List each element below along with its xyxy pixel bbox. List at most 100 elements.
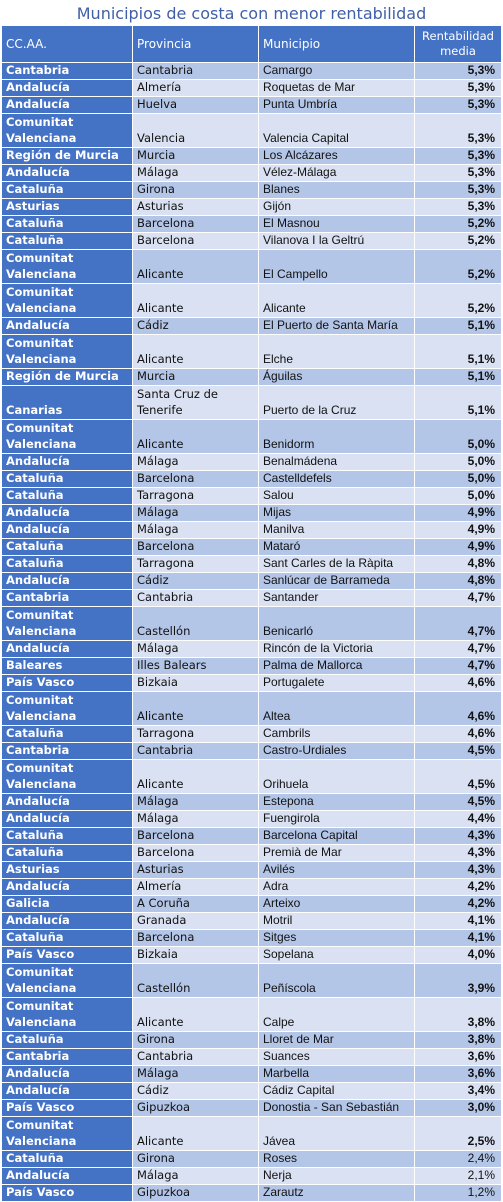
table-row: País Vasco Bizkaia Sopelana 4,0% <box>2 947 501 964</box>
cell-municipio: Vilanova I la Geltrú <box>259 233 415 249</box>
cell-rentabilidad: 3,8% <box>415 1032 501 1048</box>
cell-municipio: Avilés <box>259 862 415 878</box>
cell-rentabilidad: 4,2% <box>415 896 501 912</box>
cell-rentabilidad: 4,3% <box>415 862 501 878</box>
cell-rentabilidad: 5,0% <box>415 471 501 487</box>
table-row: Comunitat Valenciana Alicante El Campello 5… <box>2 250 501 284</box>
cell-ccaa: Cantabria <box>2 590 133 606</box>
cell-rentabilidad: 4,6% <box>415 675 501 691</box>
cell-rentabilidad: 5,3% <box>415 114 501 147</box>
cell-municipio: Lloret de Mar <box>259 1032 415 1048</box>
cell-municipio: El Puerto de Santa María <box>259 318 415 334</box>
cell-rentabilidad: 5,3% <box>415 97 501 113</box>
cell-municipio: Fuengirola <box>259 811 415 827</box>
cell-ccaa: Comunitat Valenciana <box>2 998 133 1031</box>
cell-ccaa: Cataluña <box>2 845 133 861</box>
table-row: Cataluña Girona Lloret de Mar 3,8% <box>2 1032 501 1049</box>
cell-ccaa: Cataluña <box>2 828 133 844</box>
cell-ccaa: Comunitat Valenciana <box>2 964 133 997</box>
cell-municipio: Adra <box>259 879 415 895</box>
table-row: Región de Murcia Murcia Águilas 5,1% <box>2 369 501 386</box>
cell-rentabilidad: 4,9% <box>415 505 501 521</box>
cell-rentabilidad: 5,1% <box>415 386 501 419</box>
cell-provincia: Alicante <box>133 692 259 725</box>
cell-ccaa: Andalucía <box>2 165 133 181</box>
cell-provincia: Málaga <box>133 522 259 538</box>
cell-ccaa: Andalucía <box>2 522 133 538</box>
cell-provincia: Alicante <box>133 284 259 317</box>
cell-provincia: Castellón <box>133 964 259 997</box>
cell-provincia: Málaga <box>133 454 259 470</box>
cell-rentabilidad: 2,5% <box>415 1117 501 1150</box>
cell-provincia: Gipuzkoa <box>133 1100 259 1116</box>
cell-municipio: Barcelona Capital <box>259 828 415 844</box>
cell-rentabilidad: 3,9% <box>415 964 501 997</box>
table-row: Andalucía Málaga Vélez-Málaga 5,3% <box>2 165 501 182</box>
table-row: Comunitat Valenciana Alicante Orihuela 4,5% <box>2 760 501 794</box>
cell-provincia: Castellón <box>133 607 259 640</box>
cell-rentabilidad: 4,1% <box>415 930 501 946</box>
cell-provincia: Huelva <box>133 97 259 113</box>
cell-rentabilidad: 4,3% <box>415 845 501 861</box>
cell-provincia: Murcia <box>133 148 259 164</box>
table-row: Cantabria Cantabria Suances 3,6% <box>2 1049 501 1066</box>
table-row: País Vasco Gipuzkoa Donostia - San Sebasti… <box>2 1100 501 1117</box>
cell-provincia: Barcelona <box>133 233 259 249</box>
table-row: Cataluña Barcelona El Masnou 5,2% <box>2 216 501 233</box>
table-row: Comunitat Valenciana Alicante Alicante 5,2% <box>2 284 501 318</box>
cell-rentabilidad: 4,8% <box>415 556 501 572</box>
cell-rentabilidad: 4,6% <box>415 692 501 725</box>
cell-ccaa: Cataluña <box>2 471 133 487</box>
cell-rentabilidad: 5,2% <box>415 284 501 317</box>
cell-provincia: Tarragona <box>133 556 259 572</box>
cell-rentabilidad: 5,2% <box>415 250 501 283</box>
cell-ccaa: Andalucía <box>2 641 133 657</box>
cell-provincia: Barcelona <box>133 216 259 232</box>
table-row: Comunitat Valenciana Alicante Altea 4,6% <box>2 692 501 726</box>
cell-municipio: Manilva <box>259 522 415 538</box>
cell-ccaa: País Vasco <box>2 947 133 963</box>
cell-provincia: Illes Balears <box>133 658 259 674</box>
cell-ccaa: Andalucía <box>2 97 133 113</box>
cell-municipio: Donostia - San Sebastián <box>259 1100 415 1116</box>
rentabilidad-table: CC.AA. Provincia Municipio Rentabilidad … <box>2 26 501 1202</box>
cell-provincia: Barcelona <box>133 845 259 861</box>
cell-provincia: Barcelona <box>133 828 259 844</box>
table-row: País Vasco Bizkaia Portugalete 4,6% <box>2 675 501 692</box>
cell-ccaa: Andalucía <box>2 1168 133 1184</box>
cell-rentabilidad: 4,7% <box>415 658 501 674</box>
table-row: Comunitat Valenciana Alicante Calpe 3,8% <box>2 998 501 1032</box>
header-ccaa: CC.AA. <box>2 26 133 62</box>
table-row: Cataluña Barcelona Vilanova I la Geltrú 5,2… <box>2 233 501 250</box>
cell-ccaa: Andalucía <box>2 80 133 96</box>
table-row: Andalucía Málaga Rincón de la Victoria 4,7% <box>2 641 501 658</box>
table-row: Andalucía Málaga Benalmádena 5,0% <box>2 454 501 471</box>
table-row: Asturias Asturias Gijón 5,3% <box>2 199 501 216</box>
cell-municipio: Benalmádena <box>259 454 415 470</box>
cell-provincia: Alicante <box>133 998 259 1031</box>
cell-municipio: Calpe <box>259 998 415 1031</box>
table-row: Andalucía Málaga Nerja 2,1% <box>2 1168 501 1185</box>
cell-provincia: Tarragona <box>133 726 259 742</box>
cell-provincia: Bizkaia <box>133 675 259 691</box>
cell-rentabilidad: 4,7% <box>415 607 501 640</box>
cell-rentabilidad: 5,0% <box>415 420 501 453</box>
cell-provincia: Almería <box>133 80 259 96</box>
cell-municipio: Puerto de la Cruz <box>259 386 415 419</box>
table-row: Comunitat Valenciana Castellón Peñíscola 3,… <box>2 964 501 998</box>
cell-provincia: Cádiz <box>133 318 259 334</box>
cell-provincia: Cantabria <box>133 1049 259 1065</box>
cell-municipio: Portugalete <box>259 675 415 691</box>
cell-municipio: Blanes <box>259 182 415 198</box>
cell-municipio: Punta Umbría <box>259 97 415 113</box>
cell-provincia: Bizkaia <box>133 947 259 963</box>
cell-rentabilidad: 5,1% <box>415 318 501 334</box>
cell-ccaa: Cataluña <box>2 488 133 504</box>
cell-ccaa: Comunitat Valenciana <box>2 607 133 640</box>
cell-ccaa: Andalucía <box>2 879 133 895</box>
table-row: Andalucía Málaga Manilva 4,9% <box>2 522 501 539</box>
cell-municipio: Santander <box>259 590 415 606</box>
cell-ccaa: Andalucía <box>2 454 133 470</box>
cell-provincia: Alicante <box>133 250 259 283</box>
table-row: Baleares Illes Balears Palma de Mallorca 4,… <box>2 658 501 675</box>
